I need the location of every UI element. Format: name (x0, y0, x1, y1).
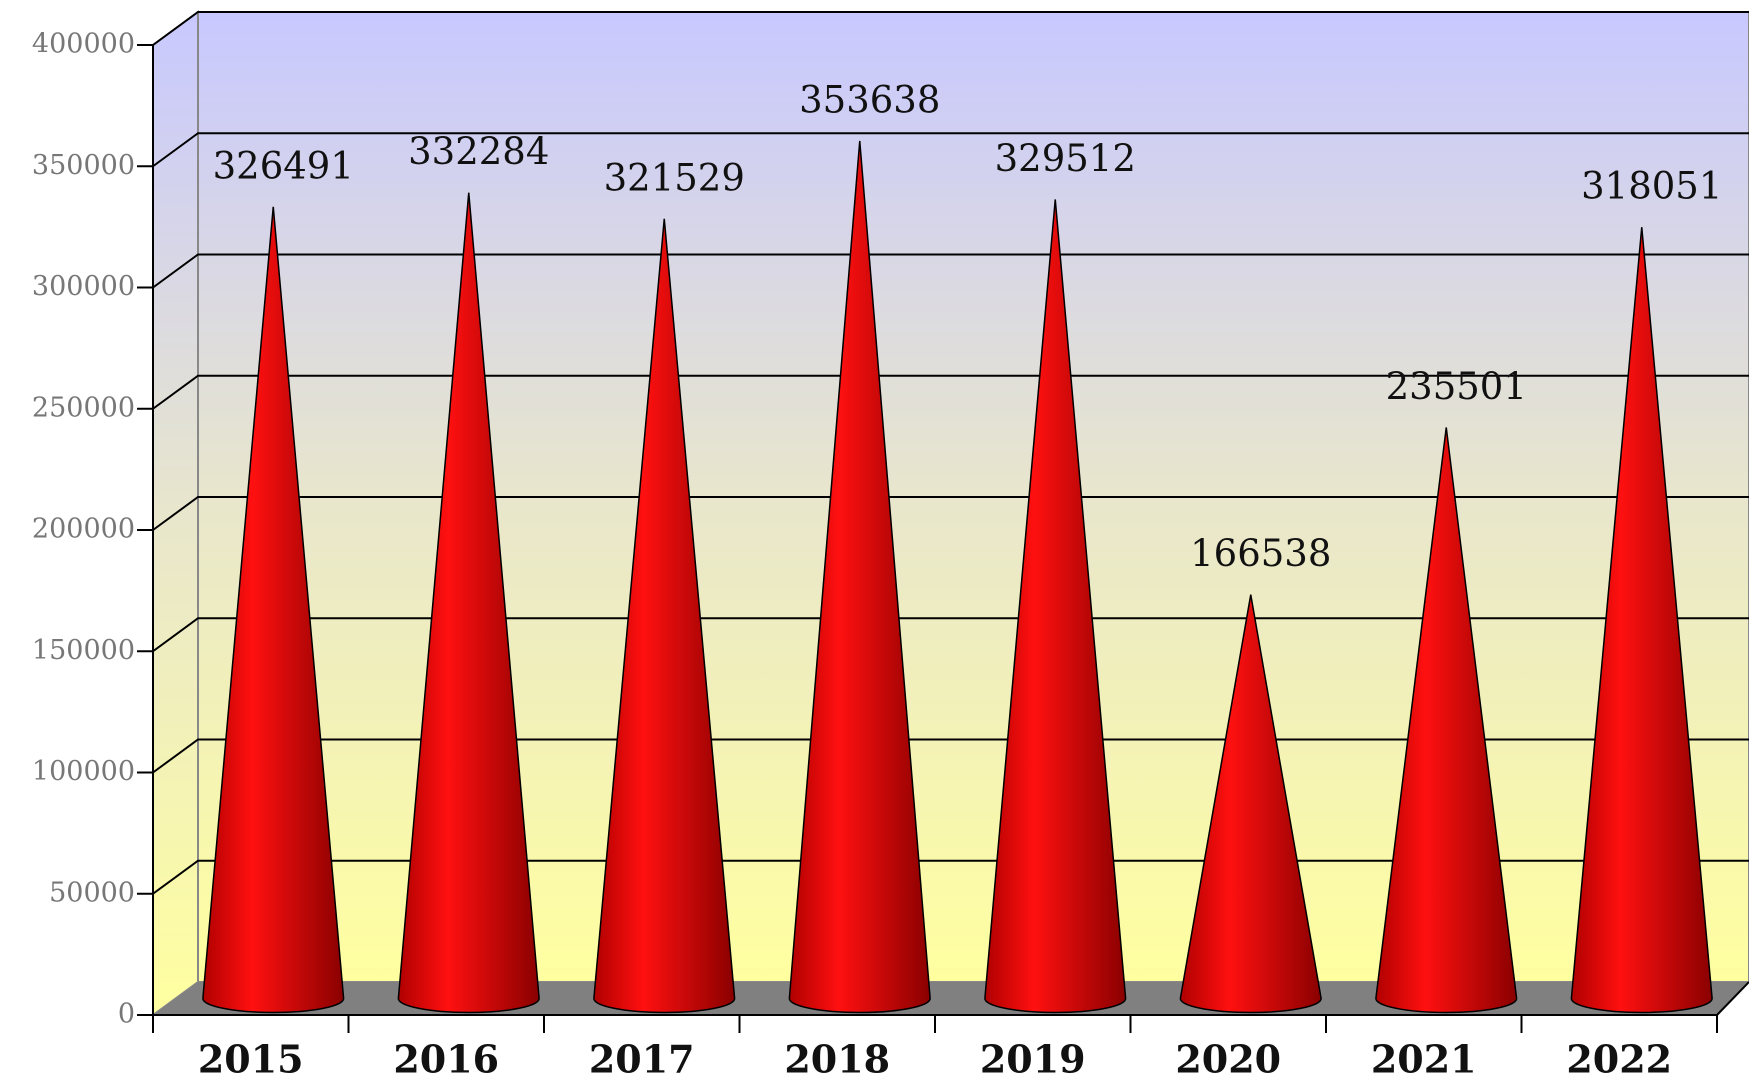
x-tick-label: 2016 (393, 1037, 499, 1082)
grid-line (152, 374, 1749, 410)
x-tick-label: 2015 (198, 1037, 304, 1082)
cone-body (788, 140, 931, 1014)
y-tick-label: 350000 (32, 150, 135, 181)
value-label: 235501 (1386, 365, 1527, 408)
value-label: 326491 (213, 144, 354, 187)
grid-line (152, 253, 1749, 289)
cone (202, 206, 345, 1014)
cone-body (984, 199, 1127, 1014)
value-label: 166538 (1190, 532, 1331, 575)
cone (397, 192, 540, 1014)
value-label: 321529 (604, 156, 745, 199)
x-tick-label: 2019 (980, 1037, 1086, 1082)
y-tick-label: 300000 (32, 271, 135, 302)
cone-body (397, 192, 540, 1014)
y-tick-label: 0 (118, 999, 135, 1030)
cone (1375, 427, 1518, 1014)
cone-body (1570, 227, 1713, 1014)
cone-body (1179, 594, 1322, 1014)
value-label: 318051 (1581, 165, 1722, 208)
cone-body (202, 206, 345, 1014)
y-tick-label: 50000 (49, 877, 135, 908)
y-tick-label: 100000 (32, 756, 135, 787)
x-tick-label: 2017 (589, 1037, 695, 1082)
cone (1179, 594, 1322, 1014)
cone-body (1375, 427, 1518, 1014)
grid-line (152, 617, 1749, 653)
grid-line (152, 11, 1749, 46)
cone (1570, 227, 1713, 1014)
grid-line (152, 132, 1749, 168)
cone (788, 140, 931, 1014)
x-tick-label: 2021 (1371, 1037, 1477, 1082)
value-label: 353638 (799, 78, 940, 121)
cone-body (593, 218, 736, 1014)
y-tick-label: 400000 (32, 29, 135, 60)
x-tick-label: 2018 (784, 1037, 890, 1082)
y-tick-label: 200000 (32, 514, 135, 545)
value-label: 332284 (408, 130, 549, 173)
y-tick-label: 150000 (32, 635, 135, 666)
floor-edge (1716, 981, 1749, 1016)
floor (153, 982, 1749, 1015)
x-tick-label: 2020 (1175, 1037, 1281, 1082)
cone (984, 199, 1127, 1014)
grid-line (152, 496, 1749, 531)
cone (593, 218, 736, 1014)
y-tick-label: 250000 (32, 392, 135, 423)
x-tick-label: 2022 (1566, 1037, 1672, 1082)
value-label: 329512 (995, 137, 1136, 180)
